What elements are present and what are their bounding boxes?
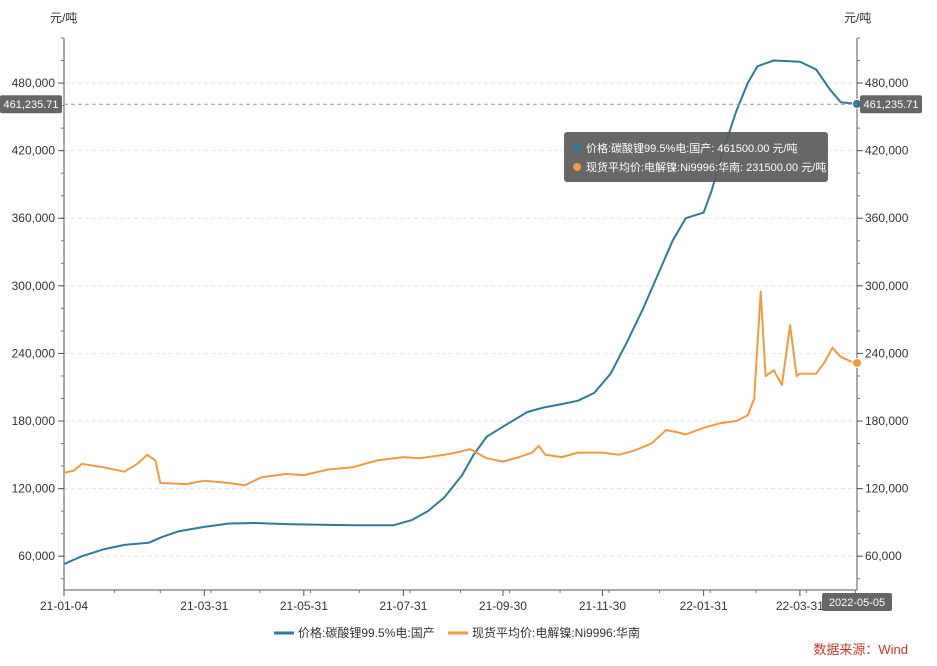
left-y-tick-label: 360,000 bbox=[12, 211, 56, 225]
series-line-1 bbox=[63, 59, 858, 566]
right-unit-label: 元/吨 bbox=[844, 11, 871, 25]
tooltip: 价格:碳酸锂99.5%电:国产: 461500.00 元/吨 现货平均价:电解镍… bbox=[564, 132, 828, 182]
x-axis: 21-01-04 21-03-31 21-05-31 21-07-31 21-09-30… bbox=[40, 590, 856, 613]
svg-text:461,235.71: 461,235.71 bbox=[863, 99, 918, 111]
svg-text:461,235.71: 461,235.71 bbox=[3, 99, 58, 111]
x-tick-label: 21-03-31 bbox=[180, 599, 228, 613]
left-y-tick-label: 180,000 bbox=[12, 414, 56, 428]
series-end-point-2[interactable] bbox=[852, 358, 862, 369]
svg-text:2022-05-05: 2022-05-05 bbox=[829, 597, 885, 609]
x-tick-label: 21-07-31 bbox=[379, 599, 427, 613]
right-y-tick-label: 420,000 bbox=[865, 144, 909, 158]
right-y-tick-label: 240,000 bbox=[865, 346, 909, 360]
tooltip-series-2-marker bbox=[573, 163, 581, 171]
x-tick-label: 21-01-04 bbox=[40, 599, 88, 613]
data-source-label: 数据来源：Wind bbox=[813, 642, 908, 657]
right-y-tick-label: 360,000 bbox=[865, 211, 909, 225]
series-line-2 bbox=[63, 290, 858, 487]
right-y-tick-label: 180,000 bbox=[865, 414, 909, 428]
right-y-axis: 60,000 120,000 180,000 240,000 300,000 360,00… bbox=[857, 37, 909, 580]
tooltip-line-2: 现货平均价:电解镍:Ni9996:华南: 231500.00 元/吨 bbox=[586, 160, 826, 174]
x-end-date-label: 2022-05-05 bbox=[822, 593, 892, 611]
x-tick-label: 21-09-30 bbox=[479, 599, 527, 613]
right-y-tick-label: 480,000 bbox=[865, 76, 909, 90]
left-y-tick-label: 240,000 bbox=[12, 346, 56, 360]
right-pointer-label: 461,235.71 bbox=[860, 95, 922, 114]
left-y-tick-label: 480,000 bbox=[12, 76, 56, 90]
tooltip-series-1-marker bbox=[573, 144, 581, 152]
left-y-tick-label: 420,000 bbox=[12, 144, 56, 158]
legend: 价格:碳酸锂99.5%电:国产 现货平均价:电解镍:Ni9996:华南 bbox=[274, 625, 640, 640]
legend-item-lithium[interactable]: 价格:碳酸锂99.5%电:国产 bbox=[274, 625, 435, 640]
x-tick-label: 21-05-31 bbox=[280, 599, 328, 613]
svg-text:现货平均价:电解镍:Ni9996:华南: 现货平均价:电解镍:Ni9996:华南 bbox=[472, 625, 640, 640]
right-y-tick-label: 120,000 bbox=[865, 482, 909, 496]
right-y-tick-label: 300,000 bbox=[865, 279, 909, 293]
right-y-tick-label: 60,000 bbox=[865, 549, 902, 563]
left-unit-label: 元/吨 bbox=[50, 11, 77, 25]
x-tick-label: 21-11-30 bbox=[579, 599, 626, 613]
plot-area bbox=[63, 59, 862, 566]
left-y-axis: 60,000 120,000 180,000 240,000 300,000 360,00… bbox=[12, 37, 64, 580]
x-tick-label: 22-03-31 bbox=[776, 599, 824, 613]
left-pointer-label: 461,235.71 bbox=[0, 95, 62, 114]
left-y-tick-label: 300,000 bbox=[12, 279, 56, 293]
left-y-tick-label: 120,000 bbox=[12, 482, 56, 496]
x-tick-label: 22-01-31 bbox=[680, 599, 728, 613]
legend-item-nickel[interactable]: 现货平均价:电解镍:Ni9996:华南 bbox=[448, 625, 640, 640]
left-y-tick-label: 60,000 bbox=[18, 549, 55, 563]
svg-text:价格:碳酸锂99.5%电:国产: 价格:碳酸锂99.5%电:国产 bbox=[298, 625, 435, 640]
tooltip-line-1: 价格:碳酸锂99.5%电:国产: 461500.00 元/吨 bbox=[586, 141, 798, 155]
